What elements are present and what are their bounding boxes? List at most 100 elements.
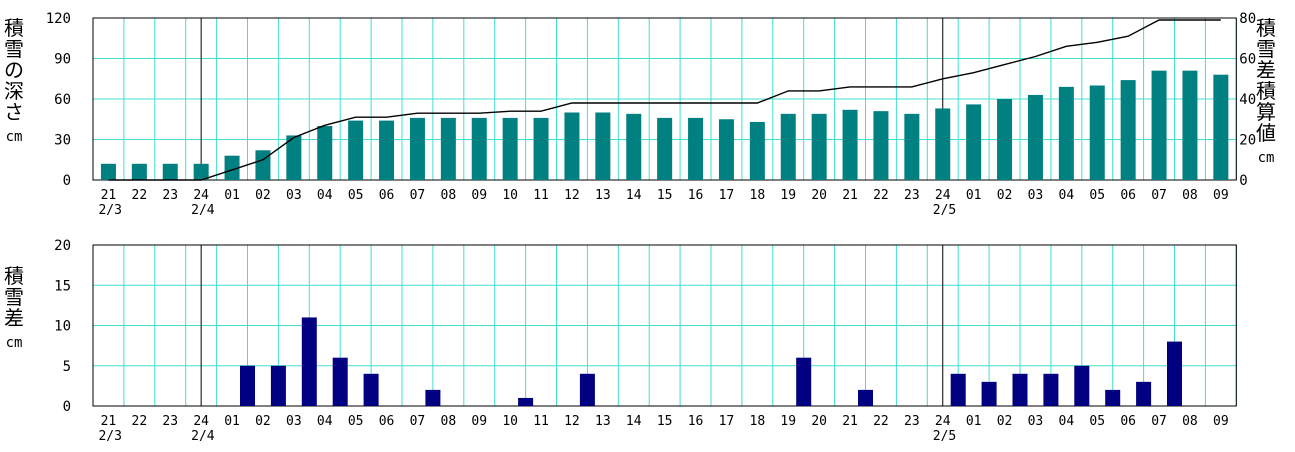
depth-bar [626, 113, 642, 180]
top-xtick-label: 17 [719, 188, 735, 203]
diff-bar [1136, 381, 1152, 406]
depth-bar [718, 119, 734, 180]
depth-bar [286, 135, 302, 180]
diff-bar [1167, 341, 1182, 406]
bottom-xtick-label: 05 [348, 414, 364, 429]
top-xtick-label: 09 [471, 188, 487, 203]
top-xtick-label: 18 [750, 188, 766, 203]
bottom-xtick-label: 04 [317, 414, 333, 429]
bottom-ytick-label: 20 [54, 238, 71, 254]
diff-bar [332, 357, 348, 406]
depth-bar [348, 120, 364, 180]
bottom-xtick-label: 03 [1028, 414, 1044, 429]
top-ytick-label: 90 [54, 52, 71, 68]
diff-bar [301, 317, 317, 406]
top-xtick-label: 24 [193, 188, 209, 203]
bottom-xtick-label: 10 [502, 414, 518, 429]
diff-bar [858, 389, 873, 406]
bottom-xtick-label: 09 [471, 414, 487, 429]
depth-bar [502, 117, 518, 180]
bottom-xtick-label: 07 [410, 414, 426, 429]
diff-bar [363, 373, 379, 406]
top-xtick-label: 07 [1151, 188, 1167, 203]
bottom-xtick-label: 01 [224, 414, 240, 429]
top-date-label: 2/5 [933, 203, 956, 218]
depth-bar [595, 112, 611, 180]
top-xtick-label: 07 [410, 188, 426, 203]
top-xtick-label: 04 [1059, 188, 1075, 203]
depth-bar [904, 113, 920, 180]
depth-bar [842, 109, 858, 180]
diff-bar [796, 357, 812, 406]
top-xtick-label: 23 [162, 188, 178, 203]
depth-bar [657, 117, 673, 180]
diff-bar [518, 397, 534, 406]
bottom-xtick-label: 23 [162, 414, 178, 429]
top-date-label: 2/3 [98, 203, 121, 218]
bottom-ytick-label: 0 [63, 399, 71, 415]
depth-bar [966, 104, 982, 180]
depth-bar [1027, 94, 1043, 180]
bottom-xtick-label: 19 [780, 414, 796, 429]
top-xtick-label: 16 [688, 188, 704, 203]
bottom-xtick-label: 15 [657, 414, 673, 429]
bottom-xtick-label: 11 [533, 414, 549, 429]
depth-bar [409, 117, 425, 180]
bottom-xtick-label: 08 [441, 414, 457, 429]
bottom-xtick-label: 05 [1089, 414, 1105, 429]
diff-bar [1074, 365, 1090, 406]
top-right-axis-label: 積雪差積算値 cm [1256, 16, 1276, 167]
top-xtick-label: 09 [1213, 188, 1229, 203]
bottom-xtick-label: 01 [966, 414, 982, 429]
bottom-ytick-label: 15 [54, 278, 71, 294]
depth-bar [193, 163, 209, 180]
bottom-date-label: 2/4 [191, 429, 215, 444]
top-xtick-label: 13 [595, 188, 611, 203]
diff-bar [1043, 373, 1059, 406]
bottom-xtick-label: 04 [1059, 414, 1075, 429]
bottom-left-axis-label: 積雪差 cm [4, 264, 24, 352]
top-xtick-label: 01 [966, 188, 982, 203]
bottom-frame [92, 244, 1237, 407]
bottom-xtick-label: 16 [688, 414, 704, 429]
bottom-xtick-label: 06 [1120, 414, 1136, 429]
depth-bar [379, 120, 395, 180]
depth-bar [935, 108, 951, 180]
top-date-label: 2/4 [191, 203, 215, 218]
depth-bar [255, 150, 271, 180]
top-xtick-label: 19 [780, 188, 796, 203]
bottom-xtick-label: 02 [255, 414, 271, 429]
bottom-xtick-label: 14 [626, 414, 642, 429]
depth-bar [688, 117, 704, 180]
diff-bar [950, 373, 966, 406]
top-xtick-label: 15 [657, 188, 673, 203]
top-ytick-right-label: 40 [1239, 92, 1256, 108]
depth-bar [1120, 80, 1136, 180]
depth-bar [471, 117, 487, 180]
top-ytick-label: 30 [54, 133, 71, 149]
top-xtick-label: 05 [1089, 188, 1105, 203]
bottom-xtick-label: 09 [1213, 414, 1229, 429]
diff-bar [425, 389, 441, 406]
top-xtick-label: 08 [1182, 188, 1198, 203]
top-ytick-right-label: 60 [1239, 52, 1256, 68]
depth-bar [997, 99, 1013, 180]
depth-bar [1089, 85, 1105, 180]
diff-bar [1012, 373, 1028, 406]
bottom-xtick-label: 08 [1182, 414, 1198, 429]
top-xtick-label: 14 [626, 188, 642, 203]
bottom-xtick-label: 22 [873, 414, 889, 429]
diff-bar [1105, 389, 1121, 406]
depth-bar [100, 163, 116, 180]
top-xtick-label: 12 [564, 188, 580, 203]
bottom-xtick-label: 06 [379, 414, 395, 429]
top-xtick-label: 03 [286, 188, 302, 203]
depth-bar [564, 112, 580, 180]
top-xtick-label: 06 [1120, 188, 1136, 203]
bottom-xtick-label: 02 [997, 414, 1013, 429]
bottom-xtick-label: 03 [286, 414, 302, 429]
top-xtick-label: 10 [502, 188, 518, 203]
bottom-xtick-label: 22 [132, 414, 148, 429]
bottom-xtick-label: 24 [935, 414, 951, 429]
